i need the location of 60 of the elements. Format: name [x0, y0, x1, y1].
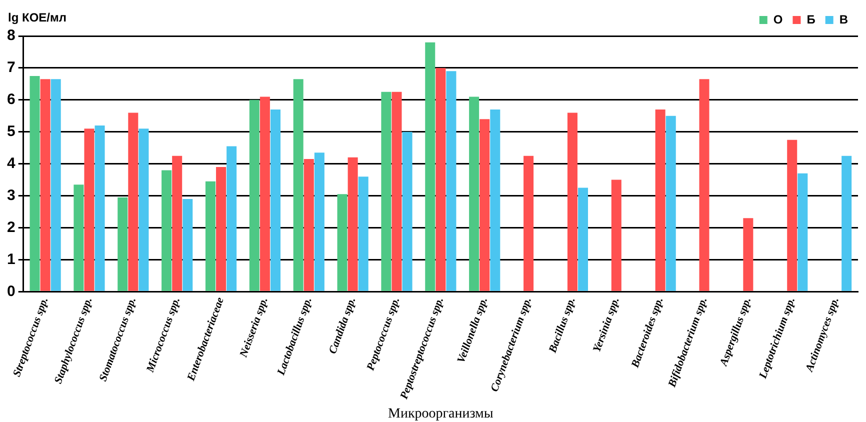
bar [611, 180, 622, 291]
bar [182, 198, 193, 291]
y-tick-label: 4 [7, 154, 16, 172]
bar [162, 170, 172, 291]
legend-label: Б [806, 12, 816, 26]
bar [743, 218, 754, 291]
bar [260, 96, 270, 291]
bar [524, 156, 534, 291]
bar [138, 128, 149, 291]
bar [425, 42, 436, 291]
bar [293, 79, 304, 291]
y-tick-label: 8 [7, 27, 16, 44]
bar [469, 96, 480, 291]
y-tick-label: 1 [7, 250, 16, 268]
legend-label: О [773, 12, 783, 26]
bar [118, 197, 128, 291]
bar [128, 112, 138, 291]
bar [402, 132, 412, 291]
bar [172, 156, 182, 291]
bar [842, 156, 852, 291]
bar [74, 184, 84, 291]
bar [446, 71, 456, 291]
bar [348, 157, 358, 291]
bar [358, 176, 368, 291]
bar [699, 79, 710, 291]
bar [270, 109, 281, 291]
y-tick-label: 7 [7, 59, 16, 76]
bar [490, 109, 500, 291]
bar [84, 128, 94, 291]
bar [216, 167, 226, 291]
bar [392, 92, 402, 291]
bar [249, 100, 260, 291]
y-tick-label: 2 [7, 218, 16, 236]
bar [30, 76, 40, 291]
x-tick-label: Candida spp. [326, 296, 358, 356]
bar [381, 92, 392, 291]
bar [337, 194, 348, 291]
x-tick-label: Bacillus spp. [546, 296, 578, 356]
x-axis-title: Микроорганизмы [388, 406, 494, 422]
bar [436, 68, 446, 291]
bar [94, 125, 105, 291]
bar [666, 116, 676, 291]
bar [567, 112, 578, 291]
y-tick-label: 0 [7, 282, 16, 300]
bar [50, 79, 61, 291]
bar [304, 159, 314, 291]
bar [314, 152, 324, 291]
bar [480, 119, 490, 291]
y-tick-label: 6 [7, 91, 16, 108]
bar [787, 140, 798, 291]
bar [205, 181, 216, 291]
y-tick-label: 3 [7, 186, 16, 204]
bar [578, 188, 588, 291]
bar [40, 79, 50, 291]
bar [226, 146, 237, 291]
bar [655, 109, 666, 291]
legend-label: В [839, 12, 848, 26]
bar [798, 173, 808, 291]
y-axis-title: lg КОЕ/мл [8, 10, 66, 24]
y-tick-label: 5 [7, 123, 16, 140]
